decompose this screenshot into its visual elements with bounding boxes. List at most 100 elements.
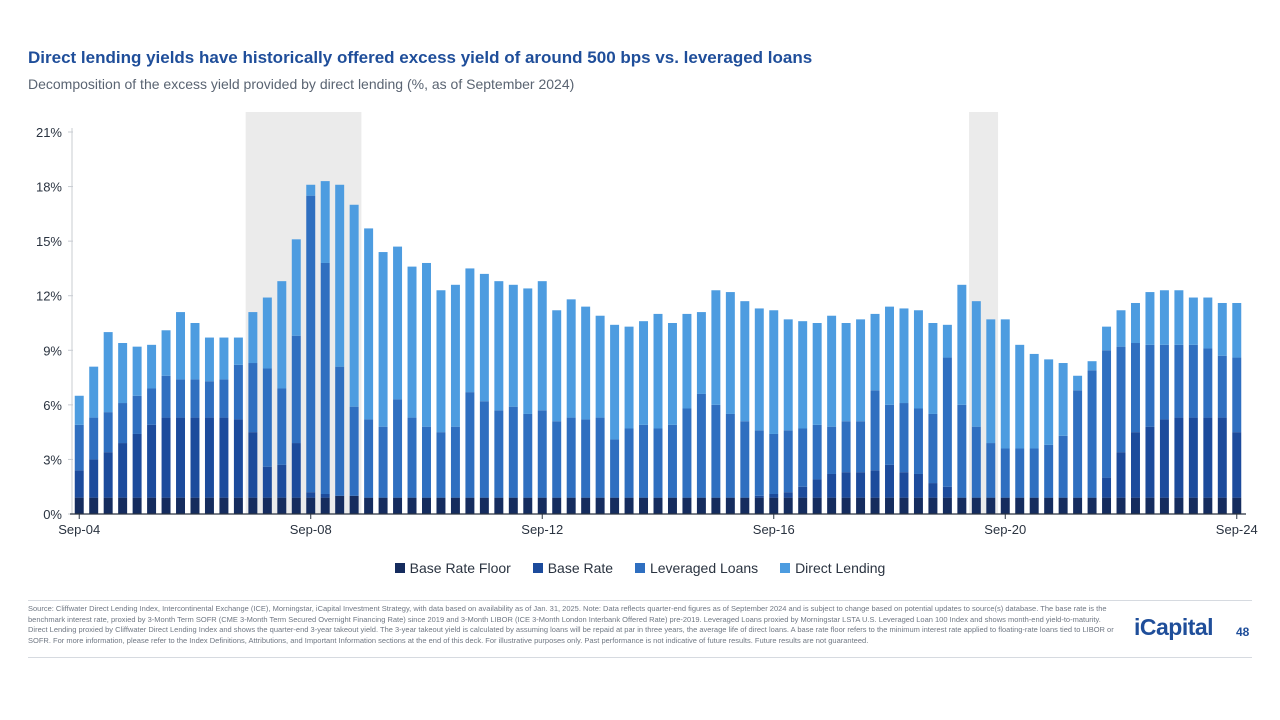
bar-segment-base-rate [928,483,938,498]
bar-segment-leveraged-loans [393,399,403,498]
bar-segment-direct-lending [783,319,793,431]
bar-segment-leveraged-loans [1029,448,1039,498]
bar-segment-base-rate-floor [856,497,866,514]
legend-label-base-rate-floor: Base Rate Floor [409,560,511,576]
bar-segment-base-rate-floor [132,497,142,514]
bar-segment-base-rate-floor [1159,497,1169,514]
bar-segment-direct-lending [928,323,938,414]
bar-segment-leveraged-loans [841,421,851,473]
bar-segment-leveraged-loans [639,424,649,498]
bar-segment-base-rate-floor [942,497,952,514]
bar-segment-leveraged-loans [957,404,967,498]
bar-segment-leveraged-loans [595,417,605,498]
y-tick-label: 15% [36,234,62,249]
bar-segment-leveraged-loans [856,421,866,473]
bar-segment-base-rate [277,464,287,498]
bar-segment-base-rate [942,486,952,498]
bar-segment-base-rate-floor [986,497,996,514]
bar-segment-direct-lending [103,332,113,413]
bar-segment-base-rate [306,492,316,498]
bar-segment-base-rate [262,466,272,498]
bar-segment-base-rate-floor [291,497,301,514]
legend-item-base-rate: Base Rate [532,560,613,576]
x-tick-label: Sep-04 [58,522,100,537]
bar-segment-leveraged-loans [783,430,793,493]
bar-segment-leveraged-loans [725,413,735,498]
bar-segment-base-rate-floor [176,497,186,514]
bar-segment-base-rate-floor [523,497,533,514]
source-footnote: Source: Cliffwater Direct Lending Index,… [28,604,1114,645]
y-tick-label: 18% [36,180,62,195]
bar-segment-base-rate-floor [393,497,403,514]
bar-segment-base-rate-floor [1058,497,1068,514]
legend-item-base-rate-floor: Base Rate Floor [394,560,511,576]
bar-segment-base-rate-floor [248,497,258,514]
bar-segment-leveraged-loans [986,443,996,498]
bar-segment-direct-lending [1087,361,1097,371]
bar-segment-base-rate-floor [740,497,750,514]
bar-segment-leveraged-loans [1058,435,1068,498]
stacked-bar-chart: 0% 3% 6% 9% 12% 15% 18% 21% Sep-04 Sep-08 Sep-12 Se… [36,112,1258,537]
bar-segment-direct-lending [479,273,489,402]
bar-segment-base-rate-floor [74,497,84,514]
bar-segment-leveraged-loans [378,426,388,498]
bar-segment-base-rate-floor [610,497,620,514]
bar-segment-leveraged-loans [1188,344,1198,418]
bar-segment-base-rate-floor [1116,497,1126,514]
bar-segment-base-rate-floor [552,497,562,514]
bar-segment-base-rate-floor [277,497,287,514]
bar-segment-leveraged-loans [277,388,287,465]
bar-segment-leveraged-loans [74,424,84,471]
bar-segment-leveraged-loans [320,262,330,494]
bar-segment-base-rate [103,452,113,498]
bar-segment-base-rate-floor [711,497,721,514]
bar-segment-leveraged-loans [696,393,706,498]
bar-segment-base-rate-floor [783,497,793,514]
bar-segment-direct-lending [161,330,171,376]
x-tick-label: Sep-08 [290,522,332,537]
bar-segment-base-rate-floor [494,497,504,514]
bar-segment-leveraged-loans [450,426,460,498]
bar-segment-leveraged-loans [682,408,692,498]
bar-segment-base-rate-floor [754,497,764,514]
bar-segment-direct-lending [306,184,316,196]
bar-segment-direct-lending [1232,302,1242,358]
bar-segment-base-rate [320,493,330,498]
bar-segment-direct-lending [349,204,359,407]
bar-segment-base-rate [899,472,909,498]
bar-segment-base-rate [1217,417,1227,498]
bar-segment-leveraged-loans [1044,444,1054,498]
bar-segment-base-rate [89,459,99,498]
legend-label-leveraged-loans: Leveraged Loans [649,560,759,576]
bar-segment-direct-lending [1073,375,1083,391]
bar-segment-leveraged-loans [161,375,171,418]
bar-segment-base-rate [913,473,923,498]
bar-segment-direct-lending [190,323,200,380]
legend-label-direct-lending: Direct Lending [795,560,886,576]
bar-segment-leveraged-loans [653,428,663,498]
legend-item-leveraged-loans: Leveraged Loans [634,560,759,576]
bar-segment-base-rate [147,424,157,498]
bar-segment-base-rate-floor [769,497,779,514]
bar-segment-base-rate-floor [566,497,576,514]
bar-segment-leveraged-loans [436,432,446,498]
bar-segment-leveraged-loans [479,401,489,498]
bar-segment-base-rate-floor [378,497,388,514]
bar-segment-base-rate-floor [812,497,822,514]
bar-segment-direct-lending [1015,344,1025,449]
bar-segment-leveraged-loans [1174,344,1184,418]
bar-segment-leveraged-loans [89,417,99,460]
x-tick-label: Sep-16 [753,522,795,537]
bar-segment-base-rate [798,486,808,498]
bar-segment-leveraged-loans [176,379,186,418]
bar-segment-leveraged-loans [407,417,417,498]
bar-segment-base-rate [132,433,142,498]
bar-segment-leveraged-loans [306,195,316,493]
bar-segment-base-rate [118,443,128,498]
y-tick-label: 0% [43,507,62,522]
bar-segment-direct-lending [422,262,431,427]
legend-item-direct-lending: Direct Lending [780,560,885,576]
bar-segment-leveraged-loans [711,404,721,498]
bar-segment-direct-lending [204,337,214,382]
bar-segment-direct-lending [885,306,894,405]
